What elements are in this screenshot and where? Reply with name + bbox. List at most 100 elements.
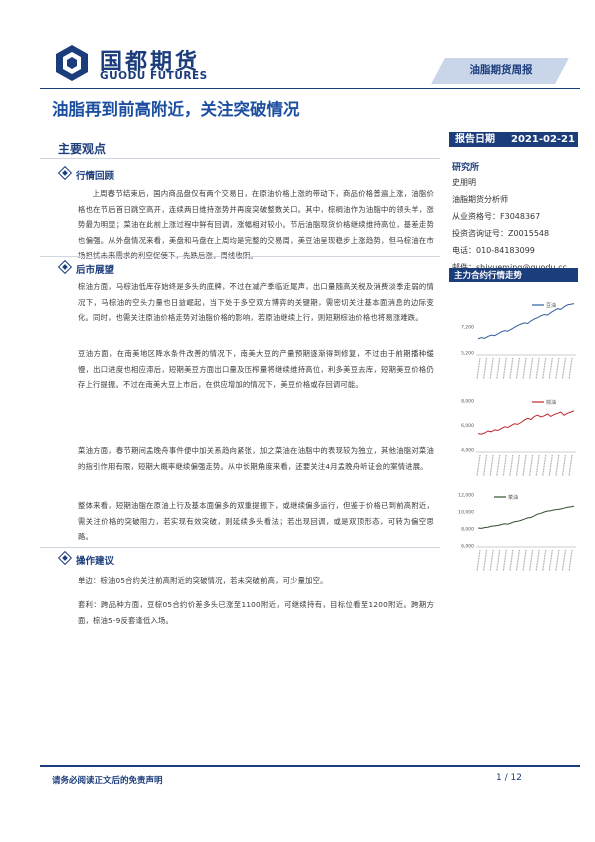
x-tick-label <box>568 549 573 572</box>
x-tick-label <box>489 549 494 572</box>
series-line <box>477 303 575 340</box>
rapeseed-oil-chart: 6,000 8,000 10,000 12,000 菜油 <box>450 487 580 579</box>
y-tick-label: 6,000 <box>461 423 474 429</box>
y-tick-label: 4,000 <box>461 448 474 454</box>
key-points-heading: 主要观点 <box>58 142 107 156</box>
x-tick-label <box>476 549 481 572</box>
legend-label: 豆油 <box>546 302 556 309</box>
report-date-label: 报告日期 <box>455 134 495 145</box>
x-tick-label <box>522 549 527 572</box>
x-tick-label <box>496 357 501 380</box>
x-tick-label <box>509 357 514 380</box>
x-tick-label <box>482 549 488 572</box>
report-type-label: 油脂期货周报 <box>469 64 533 76</box>
rapeseed-oil-chart-svg: 6,000 8,000 10,000 12,000 菜油 <box>458 493 576 572</box>
x-tick-label <box>555 357 560 380</box>
x-tick-label <box>489 357 494 380</box>
outlook-paragraph-palm: 棕油方面，马棕油低库存始终是多头的底牌，不过在减产季临近尾声，出口量随高关税及消… <box>78 282 434 322</box>
x-tick-label <box>496 549 501 572</box>
legend-label: 菜油 <box>508 494 518 501</box>
logo-wordmark-cn: 国都期货 <box>100 50 201 75</box>
x-tick-label <box>502 357 507 380</box>
trend-heading-bar <box>449 268 578 282</box>
review-paragraph: 上周春节结束后，国内商品盘仅有两个交易日，在原油价格上涨的带动下，商品价格普遍上… <box>78 189 434 260</box>
x-tick-label <box>548 454 553 477</box>
section-heading-strategy: 操作建议 <box>57 550 114 567</box>
x-tick-label <box>522 357 527 380</box>
y-tick-label: 7,200 <box>461 325 474 331</box>
x-tick-label <box>522 454 527 477</box>
logo-icon <box>56 45 88 81</box>
page-number: 1 / 12 <box>496 773 522 783</box>
x-tick-label <box>528 454 534 477</box>
analyst-email: 邮件：shiyueming@guodu.cc <box>452 262 567 273</box>
report-date-bar: 报告日期 2021-02-21 <box>449 132 578 147</box>
trend-heading: 主力合约行情走势 <box>454 271 523 281</box>
x-tick-label <box>568 357 573 380</box>
logo-wordmark-en: GUODU FUTURES <box>100 70 208 82</box>
x-tick-label <box>555 549 560 572</box>
series-line <box>477 505 575 529</box>
strategy-paragraph-single: 单边：棕油05合约关注前高附近的突破情况，若未突破前高，可少量加空。 <box>78 576 328 585</box>
x-tick-label <box>496 454 501 477</box>
x-tick-label <box>515 357 521 380</box>
outlook-paragraph-rapeseed: 菜油方面，春节期间孟晚舟事件便中加关系趋向紧张，加之菜油在油脂中的表现较为独立，… <box>78 446 434 471</box>
y-tick-label: 12,000 <box>458 493 474 499</box>
report-title: 油脂再到前高附近，关注突破情况 <box>52 100 300 119</box>
x-tick-label <box>502 454 507 477</box>
diamond-bullet-icon <box>57 550 73 566</box>
x-tick-label <box>509 549 514 572</box>
section-heading-review: 行情回顾 <box>57 165 114 182</box>
outlook-paragraph-summary: 整体来看，短期油脂在原油上行及基本面偏多的双重提振下，或继续偏多运行，但鉴于价格… <box>78 501 434 541</box>
analyst-advisory-license: 投资咨询证号：Z0015548 <box>452 229 550 238</box>
report-date-value: 2021-02-21 <box>511 134 575 145</box>
analyst-license: 从业资格号：F3048367 <box>452 212 541 221</box>
section-divider <box>40 256 440 257</box>
x-tick-label <box>542 357 547 380</box>
x-tick-label <box>548 357 553 380</box>
y-tick-label: 8,000 <box>461 398 474 404</box>
section-divider <box>40 158 440 159</box>
legend-label: 棕油 <box>546 399 556 406</box>
x-tick-label <box>555 454 560 477</box>
x-tick-label <box>476 454 481 477</box>
x-tick-label <box>502 549 507 572</box>
x-tick-label <box>535 357 540 380</box>
series-line <box>477 410 575 435</box>
x-tick-label <box>509 454 514 477</box>
x-tick-label <box>528 357 534 380</box>
diamond-bullet-icon <box>57 259 73 275</box>
x-tick-label <box>515 454 521 477</box>
x-tick-label <box>515 549 521 572</box>
analyst-name: 史朋明 <box>452 178 476 187</box>
y-tick-label: 6,000 <box>461 543 474 549</box>
palm-oil-chart-svg: 4,000 6,000 8,000 棕油 <box>461 398 576 477</box>
soybean-oil-chart: 5,200 7,200 豆油 <box>450 295 580 387</box>
x-tick-label <box>528 549 534 572</box>
y-tick-label: 8,000 <box>461 526 474 532</box>
diamond-bullet-icon <box>57 165 73 181</box>
outlook-paragraph-soy: 豆油方面，在南美地区降水条件改善的情况下，南美大豆的产量预期逐渐得到修复，不过由… <box>78 349 434 389</box>
x-tick-label <box>561 357 567 380</box>
section-divider <box>40 547 440 548</box>
analyst-role: 油脂期货分析师 <box>452 195 508 204</box>
soybean-oil-chart-svg: 5,200 7,200 豆油 <box>461 302 576 380</box>
palm-oil-chart: 4,000 6,000 8,000 棕油 <box>450 392 580 484</box>
x-tick-label <box>542 549 547 572</box>
analyst-phone: 电话：010-84183099 <box>452 246 535 255</box>
strategy-paragraph-arbitrage: 套利：跨品种方面，豆棕05合约价差多头已涨至1100附近，可继续持有，目标位看至… <box>78 600 434 625</box>
x-tick-label <box>561 549 567 572</box>
header-divider <box>40 88 580 89</box>
research-heading: 研究所 <box>452 163 480 173</box>
y-tick-label: 10,000 <box>458 510 474 516</box>
x-tick-label <box>489 454 494 477</box>
x-tick-label <box>561 454 567 477</box>
x-tick-label <box>482 357 488 380</box>
x-tick-label <box>476 357 481 380</box>
x-tick-label <box>548 549 553 572</box>
x-tick-label <box>535 454 540 477</box>
x-tick-label <box>542 454 547 477</box>
x-tick-label <box>535 549 540 572</box>
y-tick-label: 5,200 <box>461 350 474 356</box>
footer-disclaimer: 请务必阅读正文后的免责声明 <box>52 776 163 786</box>
